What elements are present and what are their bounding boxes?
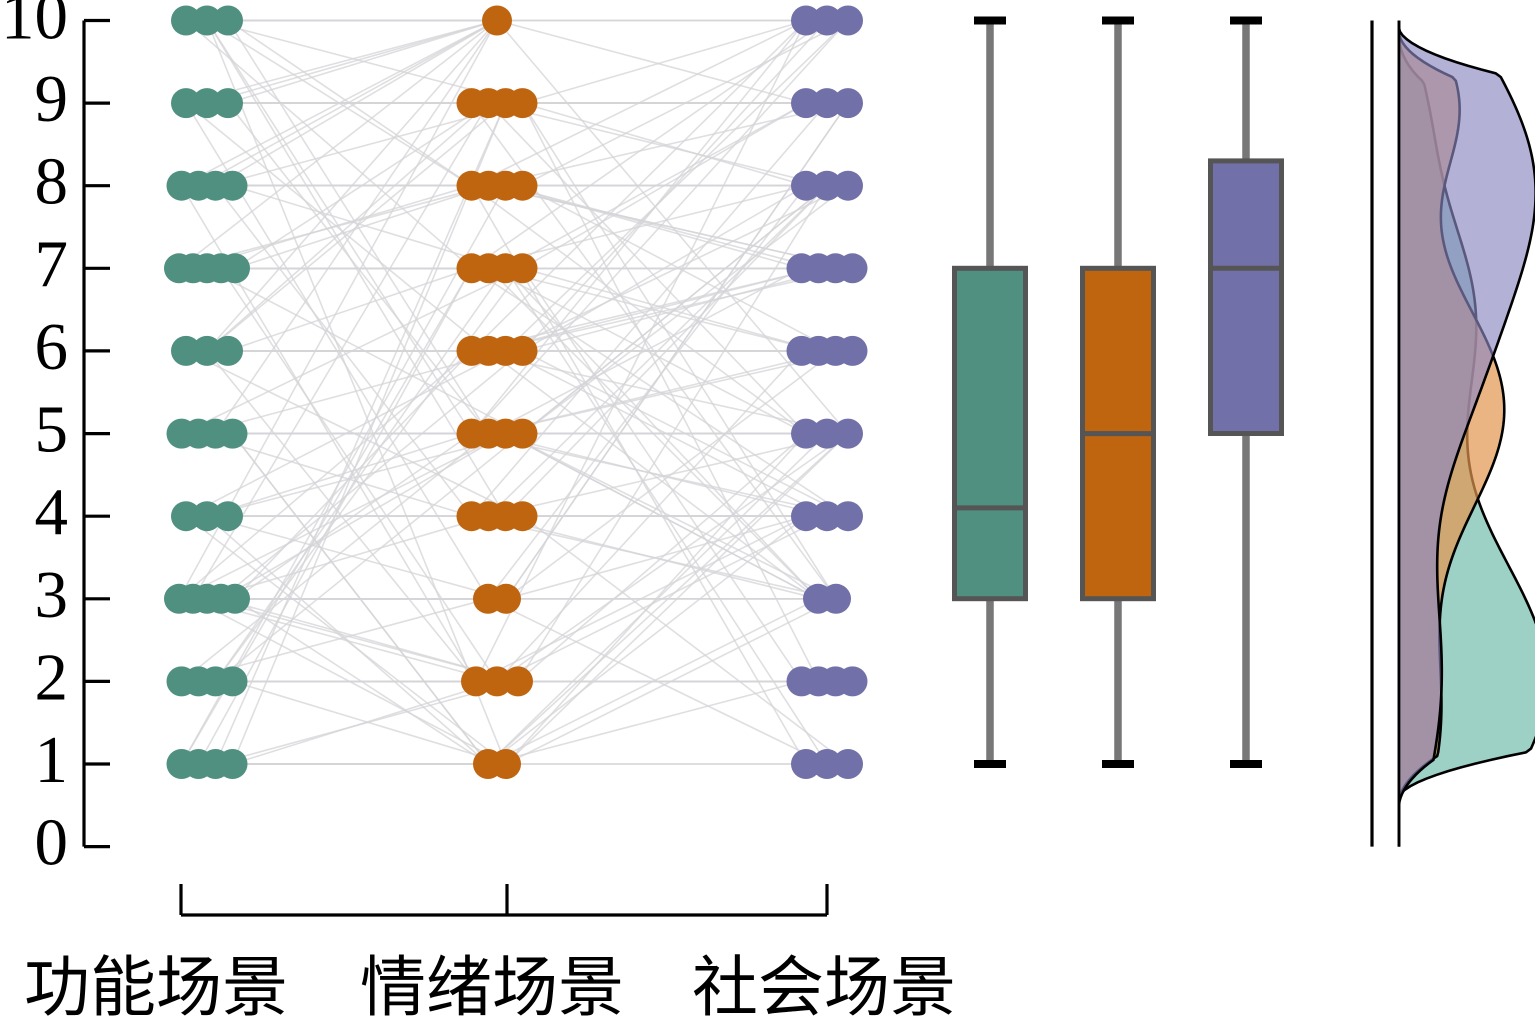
svg-text:2: 2	[35, 640, 69, 714]
svg-text:5: 5	[35, 393, 69, 467]
svg-text:10: 10	[1, 0, 68, 54]
svg-text:3: 3	[35, 558, 69, 632]
svg-text:0: 0	[35, 806, 69, 880]
svg-text:9: 9	[35, 62, 69, 136]
svg-text:1: 1	[35, 723, 69, 797]
svg-text:功能场景: 功能场景	[24, 952, 288, 1021]
svg-text:情绪场景: 情绪场景	[360, 952, 624, 1021]
svg-text:4: 4	[35, 475, 69, 549]
svg-text:7: 7	[35, 227, 69, 301]
svg-text:8: 8	[35, 145, 69, 219]
svg-text:6: 6	[35, 310, 69, 384]
svg-text:社会场景: 社会场景	[692, 952, 956, 1021]
